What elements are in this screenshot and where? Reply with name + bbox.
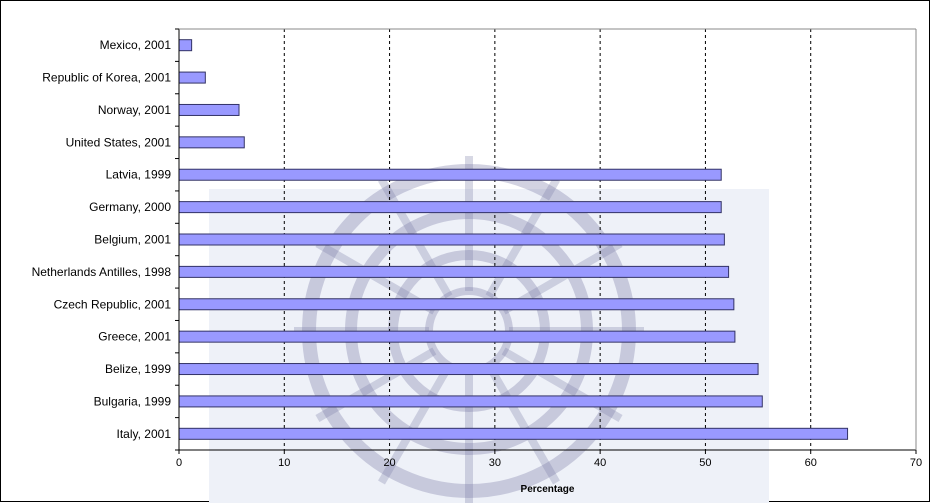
bar bbox=[178, 330, 736, 343]
watermark-spoke bbox=[378, 363, 453, 485]
axes bbox=[175, 28, 917, 454]
x-tick-label: 60 bbox=[805, 457, 817, 469]
category-labels: Mexico, 2001 Republic of Korea, 2001 Norwa… bbox=[32, 38, 172, 441]
x-tick-label: 30 bbox=[489, 457, 501, 469]
bars bbox=[178, 39, 849, 440]
bar bbox=[178, 136, 245, 149]
bar bbox=[178, 363, 759, 376]
watermark-spoke bbox=[485, 363, 560, 485]
category-label: Republic of Korea, 2001 bbox=[42, 71, 171, 85]
x-tick-label: 0 bbox=[176, 457, 182, 469]
bar bbox=[178, 233, 725, 246]
bar bbox=[178, 71, 206, 84]
x-tick-labels: 0 10 20 30 40 50 60 70 bbox=[176, 457, 922, 469]
x-tick-label: 40 bbox=[594, 457, 606, 469]
category-label: Italy, 2001 bbox=[117, 427, 172, 441]
category-label: United States, 2001 bbox=[66, 135, 172, 149]
category-label: Greece, 2001 bbox=[98, 330, 171, 344]
bar bbox=[178, 298, 735, 311]
category-label: Latvia, 1999 bbox=[106, 168, 172, 182]
bar bbox=[178, 201, 722, 214]
bar bbox=[178, 395, 763, 408]
category-label: Netherlands Antilles, 1998 bbox=[32, 265, 172, 279]
x-tick-label: 70 bbox=[910, 457, 922, 469]
category-label: Norway, 2001 bbox=[98, 103, 171, 117]
bar bbox=[178, 427, 849, 440]
category-label: Belgium, 2001 bbox=[94, 233, 171, 247]
category-label: Czech Republic, 2001 bbox=[54, 297, 172, 311]
x-tick-label: 10 bbox=[278, 457, 290, 469]
x-axis-title: Percentage bbox=[521, 484, 575, 495]
category-label: Mexico, 2001 bbox=[100, 38, 172, 52]
bar bbox=[178, 265, 730, 278]
x-tick-label: 20 bbox=[383, 457, 395, 469]
bar bbox=[178, 103, 240, 116]
category-label: Germany, 2000 bbox=[89, 200, 171, 214]
category-label: Belize, 1999 bbox=[105, 362, 171, 376]
x-tick-label: 50 bbox=[699, 457, 711, 469]
bar bbox=[178, 168, 722, 181]
category-label: Bulgaria, 1999 bbox=[94, 394, 172, 408]
bar bbox=[178, 39, 193, 52]
